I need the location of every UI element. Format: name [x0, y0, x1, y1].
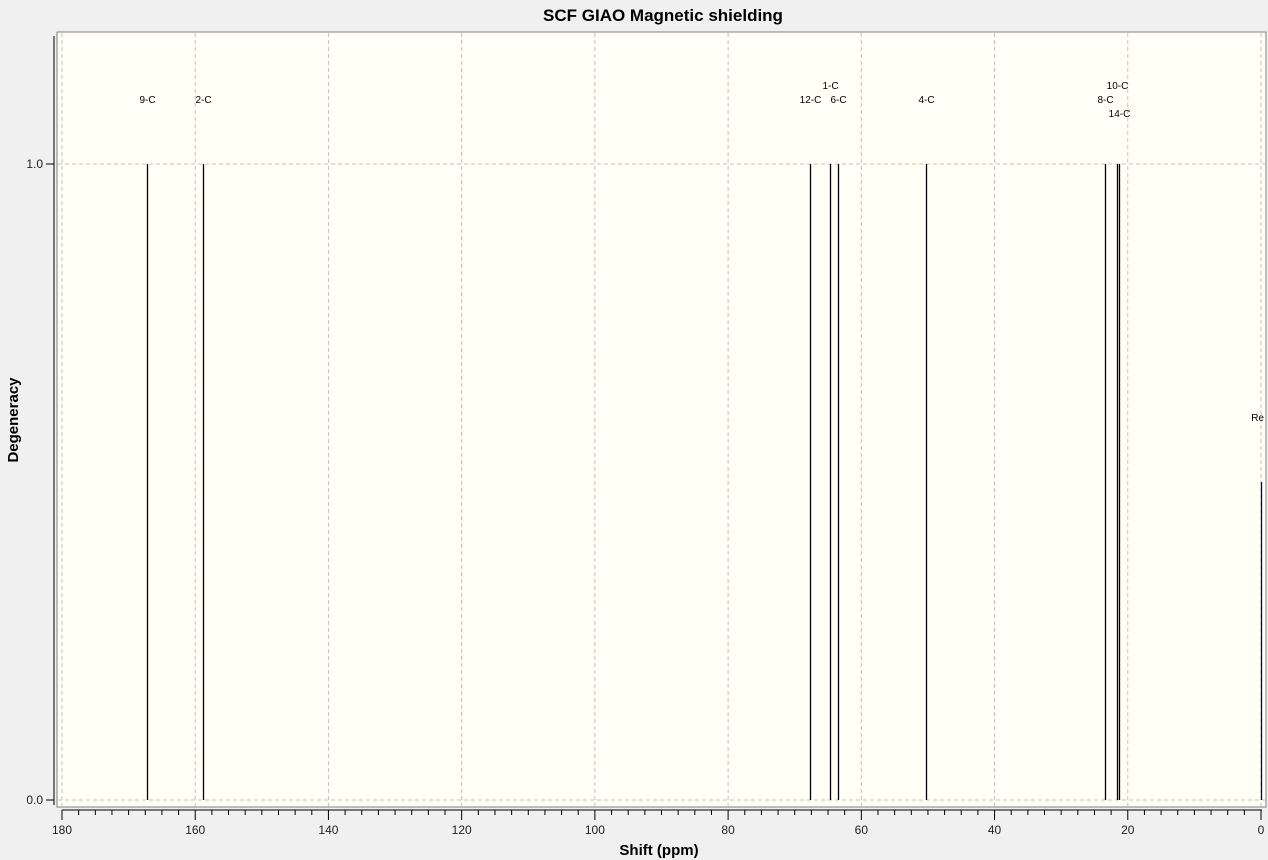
axes: 180 160 140 120 100 80 60 40 20 0 0.0 1.0: [26, 36, 1265, 837]
x-tick-label: 100: [585, 823, 605, 837]
peak-label: 2-C: [195, 95, 211, 106]
x-tick-label: 0: [1258, 823, 1265, 837]
x-tick-label: 40: [988, 823, 1002, 837]
peak-label: 4-C: [918, 95, 934, 106]
y-tick-label: 0.0: [26, 793, 43, 807]
x-tick-label: 20: [1121, 823, 1135, 837]
peaks: 9-C 2-C 12-C1-C 6-C 4-C 8-C 10-C 14-C Re: [139, 81, 1264, 800]
peak-label: 12-C: [800, 95, 822, 106]
x-tick-label: 60: [855, 823, 869, 837]
y-axis-label: Degeneracy: [5, 377, 22, 463]
peak-label: 14-C: [1109, 109, 1131, 120]
peak-label: 6-C: [830, 95, 846, 106]
x-axis-label: Shift (ppm): [619, 842, 698, 859]
chart-title: SCF GIAO Magnetic shielding: [543, 6, 783, 25]
y-tick-label: 1.0: [26, 157, 43, 171]
peak-label: 1-C: [822, 81, 838, 92]
x-tick-label: 160: [185, 823, 205, 837]
x-tick-label: 180: [52, 823, 72, 837]
x-tick-label: 80: [721, 823, 735, 837]
x-tick-label: 120: [452, 823, 472, 837]
peak-label: Re: [1251, 413, 1264, 424]
peak-label: 9-C: [139, 95, 155, 106]
peak-label: 8-C: [1097, 95, 1113, 106]
x-tick-label: 140: [318, 823, 338, 837]
peak-label: 10-C: [1107, 81, 1129, 92]
plot-area: [56, 31, 1267, 808]
